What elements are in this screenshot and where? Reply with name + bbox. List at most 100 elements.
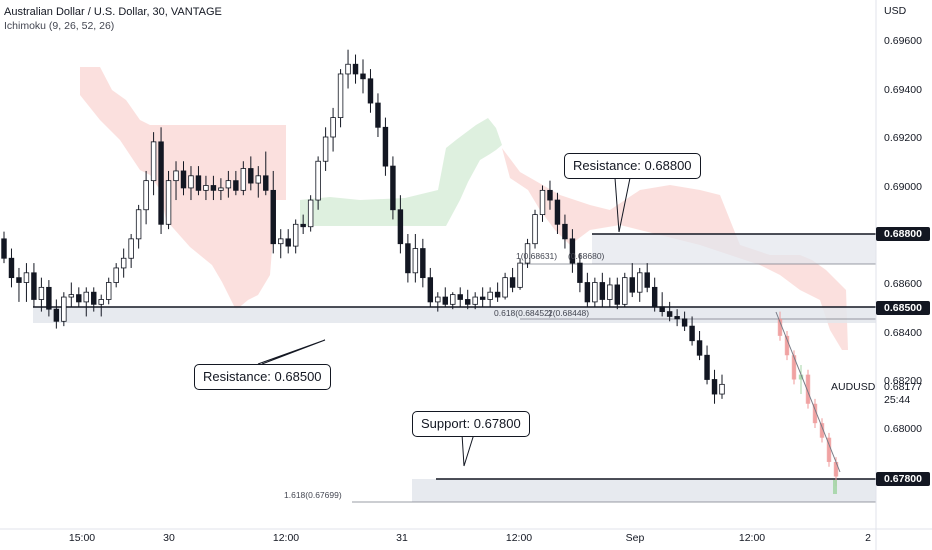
candle bbox=[659, 306, 665, 312]
candle bbox=[614, 284, 621, 305]
candle bbox=[577, 262, 583, 283]
candle bbox=[719, 383, 725, 395]
candle bbox=[1, 238, 7, 259]
fib-label-fib_b: (0.68680) bbox=[568, 251, 605, 261]
candle bbox=[450, 294, 456, 305]
candle bbox=[53, 308, 60, 322]
candle bbox=[382, 126, 389, 167]
x-tick-label: Sep bbox=[626, 532, 645, 544]
candle bbox=[464, 299, 471, 305]
candle bbox=[337, 73, 344, 118]
callout-resistance-upper[interactable]: Resistance: 0.68800 bbox=[564, 153, 701, 179]
level-tag-0.67800: 0.67800 bbox=[876, 472, 930, 486]
candle bbox=[704, 354, 710, 380]
candle bbox=[105, 282, 112, 300]
candle bbox=[666, 311, 673, 317]
candle bbox=[330, 117, 336, 138]
candle bbox=[150, 141, 157, 182]
pointer-resistance-upper-2 bbox=[618, 177, 631, 233]
candle bbox=[218, 187, 224, 191]
projection-candle bbox=[833, 480, 837, 494]
chart-title: Australian Dollar / U.S. Dollar, 30, VAN… bbox=[4, 6, 222, 18]
x-tick-label: 12:00 bbox=[273, 532, 299, 544]
ichimoku-cloud-bear-2 bbox=[502, 148, 848, 350]
candle bbox=[322, 136, 329, 162]
candle bbox=[158, 141, 164, 225]
pointer-resistance-lower bbox=[257, 339, 326, 365]
candle bbox=[405, 243, 411, 274]
x-tick-label: 15:00 bbox=[69, 532, 95, 544]
candle bbox=[98, 299, 104, 305]
indicator-label[interactable]: Ichimoku (9, 26, 52, 26) bbox=[4, 20, 115, 32]
projection-candle bbox=[833, 461, 839, 477]
y-tick-label: 0.69600 bbox=[884, 35, 922, 47]
candle bbox=[479, 296, 486, 300]
y-tick-label: 0.68400 bbox=[884, 327, 922, 339]
ichimoku-cloud-bull bbox=[300, 118, 502, 226]
x-tick-label: 12:00 bbox=[506, 532, 532, 544]
candle bbox=[592, 282, 598, 303]
fib-label-fib_a: 1(0.68631) bbox=[516, 251, 557, 261]
candle bbox=[292, 223, 299, 247]
last-price-label: 0.68177 bbox=[884, 381, 922, 393]
projection-candle bbox=[819, 423, 825, 438]
candle bbox=[494, 291, 501, 298]
candle bbox=[255, 175, 262, 184]
candle bbox=[509, 277, 516, 288]
projection-candle bbox=[812, 403, 818, 424]
candle bbox=[472, 296, 478, 305]
candle bbox=[38, 286, 45, 300]
projection-candle bbox=[798, 374, 804, 380]
level-tag-0.68500: 0.68500 bbox=[876, 301, 930, 315]
candle bbox=[128, 238, 134, 259]
zone-resistance-0.68500 bbox=[33, 307, 876, 323]
candle bbox=[651, 286, 658, 308]
y-tick-label: 0.68600 bbox=[884, 278, 922, 290]
candle bbox=[644, 272, 650, 288]
candle bbox=[61, 296, 67, 322]
x-tick-label: 2 bbox=[865, 532, 871, 544]
candle bbox=[397, 209, 404, 245]
projection-candle bbox=[784, 335, 790, 356]
candle bbox=[240, 168, 247, 191]
candle bbox=[225, 180, 232, 189]
callout-resistance-lower[interactable]: Resistance: 0.68500 bbox=[194, 364, 331, 390]
candle bbox=[427, 277, 434, 303]
y-axis-currency: USD bbox=[884, 5, 907, 17]
callout-support[interactable]: Support: 0.67800 bbox=[412, 411, 530, 437]
candle bbox=[532, 214, 538, 245]
x-tick-label: 31 bbox=[396, 532, 408, 544]
candle bbox=[23, 272, 30, 283]
candle bbox=[315, 160, 321, 201]
fib-label-fib_d: 2(0.68448) bbox=[548, 308, 589, 318]
symbol-label: AUDUSD bbox=[831, 381, 876, 393]
candle bbox=[390, 165, 396, 211]
candle bbox=[263, 175, 269, 191]
candle bbox=[375, 102, 381, 128]
candle bbox=[412, 248, 419, 274]
y-tick-label: 0.68000 bbox=[884, 423, 922, 435]
candle bbox=[352, 63, 359, 75]
candle bbox=[554, 199, 561, 225]
candle bbox=[173, 170, 179, 182]
candle bbox=[210, 185, 217, 191]
candle bbox=[629, 277, 635, 293]
candle bbox=[16, 277, 22, 283]
pointer-support bbox=[461, 433, 475, 467]
candle bbox=[91, 291, 97, 305]
fib-label-fib_c: 0.618(0.68452) bbox=[494, 308, 552, 318]
candle bbox=[584, 282, 591, 303]
level-tag-0.68800: 0.68800 bbox=[876, 227, 930, 241]
candle bbox=[599, 282, 606, 300]
projection-candle bbox=[791, 355, 797, 380]
candle bbox=[435, 296, 441, 303]
candle bbox=[143, 180, 149, 211]
candle bbox=[285, 238, 291, 247]
candle bbox=[420, 248, 426, 279]
candle bbox=[31, 272, 37, 300]
candle bbox=[689, 325, 695, 342]
candle bbox=[180, 170, 187, 189]
candle bbox=[539, 189, 546, 216]
